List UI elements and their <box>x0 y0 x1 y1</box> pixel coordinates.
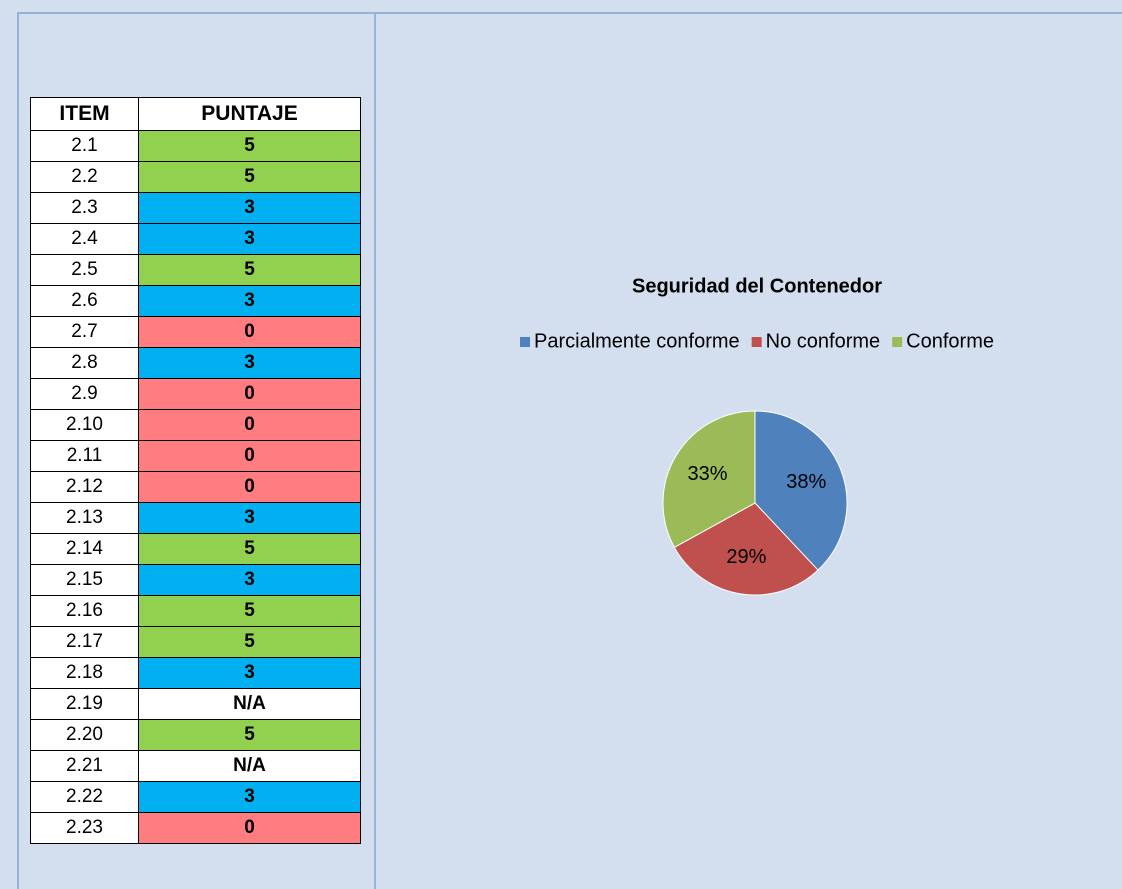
score-cell: 3 <box>138 347 361 379</box>
table-row: 2.17 5 <box>30 626 361 658</box>
item-cell: 2.1 <box>30 130 139 162</box>
score-cell: 5 <box>138 595 361 627</box>
table-row: 2.22 3 <box>30 781 361 813</box>
legend-label: Conforme <box>906 330 994 352</box>
table-row: 2.3 3 <box>30 192 361 224</box>
score-cell: 5 <box>138 626 361 658</box>
chart: Seguridad del Contenedor Parcialmente co… <box>520 275 994 596</box>
score-table: ITEM PUNTAJE 2.1 5 2.2 5 2.3 3 2.4 3 2.5 5 2.6 3 2.7… <box>30 97 361 844</box>
item-cell: 2.15 <box>30 564 139 596</box>
table-row: 2.2 5 <box>30 161 361 193</box>
table-row: 2.13 3 <box>30 502 361 534</box>
header-cell: PUNTAJE <box>138 97 361 131</box>
score-cell: 5 <box>138 161 361 193</box>
item-cell: 2.12 <box>30 471 139 503</box>
score-cell: 3 <box>138 657 361 689</box>
table-row: 2.5 5 <box>30 254 361 286</box>
table-body: ITEM PUNTAJE 2.1 5 2.2 5 2.3 3 2.4 3 2.5 5 2.6 3 2.7… <box>30 97 361 844</box>
item-cell: 2.13 <box>30 502 139 534</box>
score-cell: 5 <box>138 533 361 565</box>
item-cell: 2.19 <box>30 688 139 720</box>
score-cell: 3 <box>138 564 361 596</box>
item-cell: 2.8 <box>30 347 139 379</box>
score-cell: 5 <box>138 130 361 162</box>
item-cell: 2.17 <box>30 626 139 658</box>
legend-label: Parcialmente conforme <box>534 330 740 352</box>
score-cell: 0 <box>138 316 361 348</box>
chart-title: Seguridad del Contenedor <box>632 275 882 297</box>
table-row: 2.1 5 <box>30 130 361 162</box>
item-cell: 2.22 <box>30 781 139 813</box>
table-row: 2.18 3 <box>30 657 361 689</box>
item-cell: 2.3 <box>30 192 139 224</box>
table-row: 2.20 5 <box>30 719 361 751</box>
score-cell: 0 <box>138 471 361 503</box>
table-row: 2.15 3 <box>30 564 361 596</box>
item-cell: 2.2 <box>30 161 139 193</box>
item-cell: 2.6 <box>30 285 139 317</box>
item-cell: 2.16 <box>30 595 139 627</box>
score-cell: 3 <box>138 223 361 255</box>
item-cell: 2.11 <box>30 440 139 472</box>
table-row: 2.23 0 <box>30 812 361 844</box>
item-cell: 2.10 <box>30 409 139 441</box>
border <box>17 12 19 889</box>
table-row: 2.19 N/A <box>30 688 361 720</box>
table-row: 2.6 3 <box>30 285 361 317</box>
data-label: 38% <box>786 471 826 493</box>
item-cell: 2.7 <box>30 316 139 348</box>
table-row: 2.14 5 <box>30 533 361 565</box>
data-label: 33% <box>687 463 727 485</box>
pie-slice <box>662 410 756 549</box>
score-cell: N/A <box>138 750 361 782</box>
header-row: ITEM PUNTAJE <box>30 97 361 131</box>
item-cell: 2.9 <box>30 378 139 410</box>
pie-slice <box>673 502 819 596</box>
score-cell: 0 <box>138 812 361 844</box>
header-cell: ITEM <box>30 97 139 131</box>
table-row: 2.21 N/A <box>30 750 361 782</box>
score-cell: N/A <box>138 688 361 720</box>
score-cell: 0 <box>138 378 361 410</box>
table-row: 2.7 0 <box>30 316 361 348</box>
score-cell: 5 <box>138 719 361 751</box>
item-cell: 2.4 <box>30 223 139 255</box>
legend-label: No conforme <box>766 330 881 352</box>
score-cell: 3 <box>138 192 361 224</box>
table-row: 2.4 3 <box>30 223 361 255</box>
data-label: 29% <box>726 546 766 568</box>
legend-swatch <box>892 337 903 347</box>
item-cell: 2.21 <box>30 750 139 782</box>
table-row: 2.16 5 <box>30 595 361 627</box>
item-cell: 2.5 <box>30 254 139 286</box>
score-cell: 3 <box>138 502 361 534</box>
item-cell: 2.18 <box>30 657 139 689</box>
score-cell: 3 <box>138 781 361 813</box>
score-cell: 0 <box>138 409 361 441</box>
border <box>18 12 1122 14</box>
legend-swatch <box>751 337 762 347</box>
divider <box>374 12 376 889</box>
score-cell: 0 <box>138 440 361 472</box>
legend-swatch <box>520 337 531 347</box>
item-cell: 2.23 <box>30 812 139 844</box>
table-row: 2.8 3 <box>30 347 361 379</box>
score-cell: 5 <box>138 254 361 286</box>
score-cell: 3 <box>138 285 361 317</box>
table-row: 2.10 0 <box>30 409 361 441</box>
table-row: 2.12 0 <box>30 471 361 503</box>
pie-slice <box>754 410 848 571</box>
item-cell: 2.14 <box>30 533 139 565</box>
table-row: 2.11 0 <box>30 440 361 472</box>
item-cell: 2.20 <box>30 719 139 751</box>
table-row: 2.9 0 <box>30 378 361 410</box>
